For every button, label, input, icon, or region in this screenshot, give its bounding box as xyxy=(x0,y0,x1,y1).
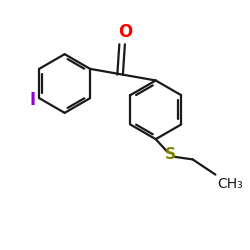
Text: O: O xyxy=(118,23,132,41)
Text: CH₃: CH₃ xyxy=(218,176,243,190)
Text: S: S xyxy=(164,147,175,162)
Text: I: I xyxy=(30,91,36,109)
